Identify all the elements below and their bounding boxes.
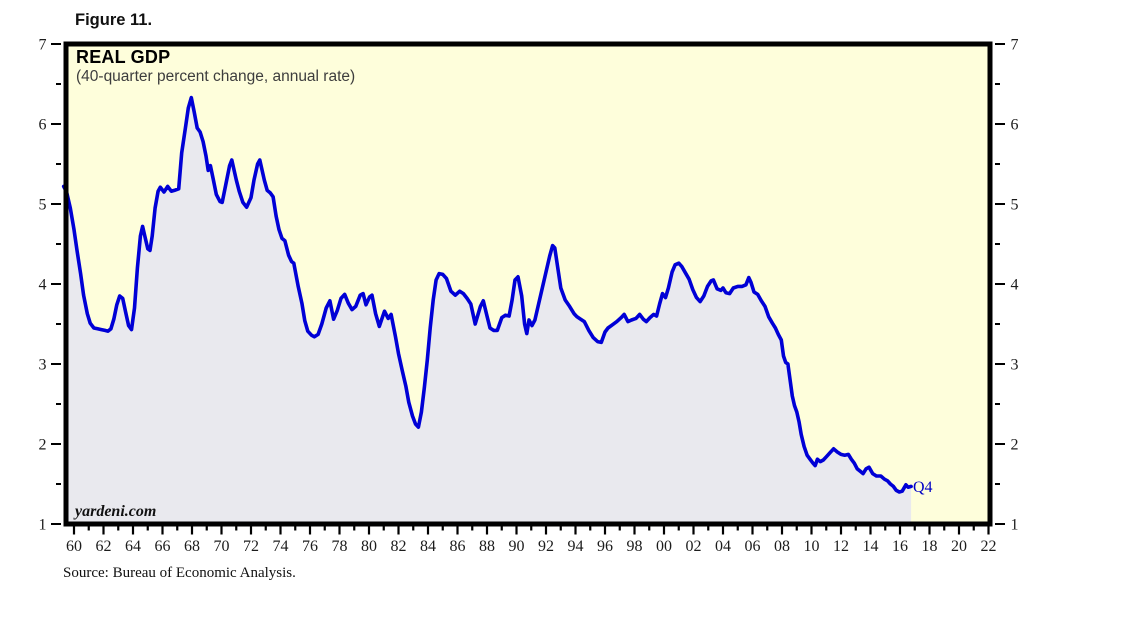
chart-subtitle: (40-quarter percent change, annual rate) — [76, 68, 356, 85]
x-tick-label: 14 — [863, 538, 879, 555]
x-tick-label: 86 — [450, 538, 466, 555]
x-tick-label: 82 — [391, 538, 407, 555]
y-tick-label: 2 — [1011, 437, 1019, 454]
y-tick-label: 4 — [1011, 277, 1019, 294]
x-tick-label: 18 — [922, 538, 938, 555]
y-tick-label: 1 — [39, 517, 47, 534]
x-tick-label: 84 — [420, 538, 436, 555]
y-tick-label: 3 — [1011, 357, 1019, 374]
y-tick-label: 7 — [39, 37, 47, 54]
x-tick-label: 06 — [745, 538, 761, 555]
x-tick-label: 08 — [774, 538, 790, 555]
x-tick-label: 70 — [214, 538, 230, 555]
y-tick-label: 6 — [1011, 117, 1019, 134]
x-tick-label: 02 — [686, 538, 702, 555]
y-tick-label: 4 — [39, 277, 47, 294]
x-tick-label: 04 — [715, 538, 731, 555]
y-tick-label: 3 — [39, 357, 47, 374]
x-tick-label: 68 — [184, 538, 200, 555]
x-tick-label: 88 — [479, 538, 495, 555]
x-tick-label: 90 — [509, 538, 525, 555]
x-tick-label: 22 — [981, 538, 997, 555]
x-tick-label: 96 — [597, 538, 613, 555]
plot-border — [63, 41, 993, 527]
source-note: Source: Bureau of Economic Analysis. — [63, 565, 296, 581]
chart-area-fill — [63, 97, 912, 524]
y-tick-label: 5 — [1011, 197, 1019, 214]
y-tick-label: 1 — [1011, 517, 1019, 534]
chart-line — [61, 95, 913, 494]
x-tick-label: 98 — [627, 538, 643, 555]
y-tick-label: 7 — [1011, 37, 1019, 54]
x-tick-label: 94 — [568, 538, 584, 555]
y-tick-label: 6 — [39, 117, 47, 134]
x-tick-label: 80 — [361, 538, 377, 555]
x-tick-label: 64 — [125, 538, 141, 555]
x-tick-label: 66 — [155, 538, 171, 555]
x-tick-label: 20 — [951, 538, 967, 555]
x-tick-label: 92 — [538, 538, 554, 555]
watermark-yardeni: yardeni.com — [75, 503, 157, 520]
y-tick-label: 2 — [39, 437, 47, 454]
x-tick-label: 16 — [892, 538, 908, 555]
x-tick-label: 00 — [656, 538, 672, 555]
last-point-label: Q4 — [913, 479, 933, 496]
x-tick-label: 62 — [96, 538, 112, 555]
x-tick-label: 74 — [273, 538, 289, 555]
y-tick-label: 5 — [39, 197, 47, 214]
x-tick-label: 76 — [302, 538, 318, 555]
x-tick-label: 72 — [243, 538, 259, 555]
figure-label: Figure 11. — [75, 11, 153, 29]
chart-title: REAL GDP — [76, 47, 171, 67]
x-tick-label: 78 — [332, 538, 348, 555]
x-tick-label: 12 — [833, 538, 849, 555]
x-tick-label: 10 — [804, 538, 820, 555]
x-tick-label: 60 — [66, 538, 82, 555]
